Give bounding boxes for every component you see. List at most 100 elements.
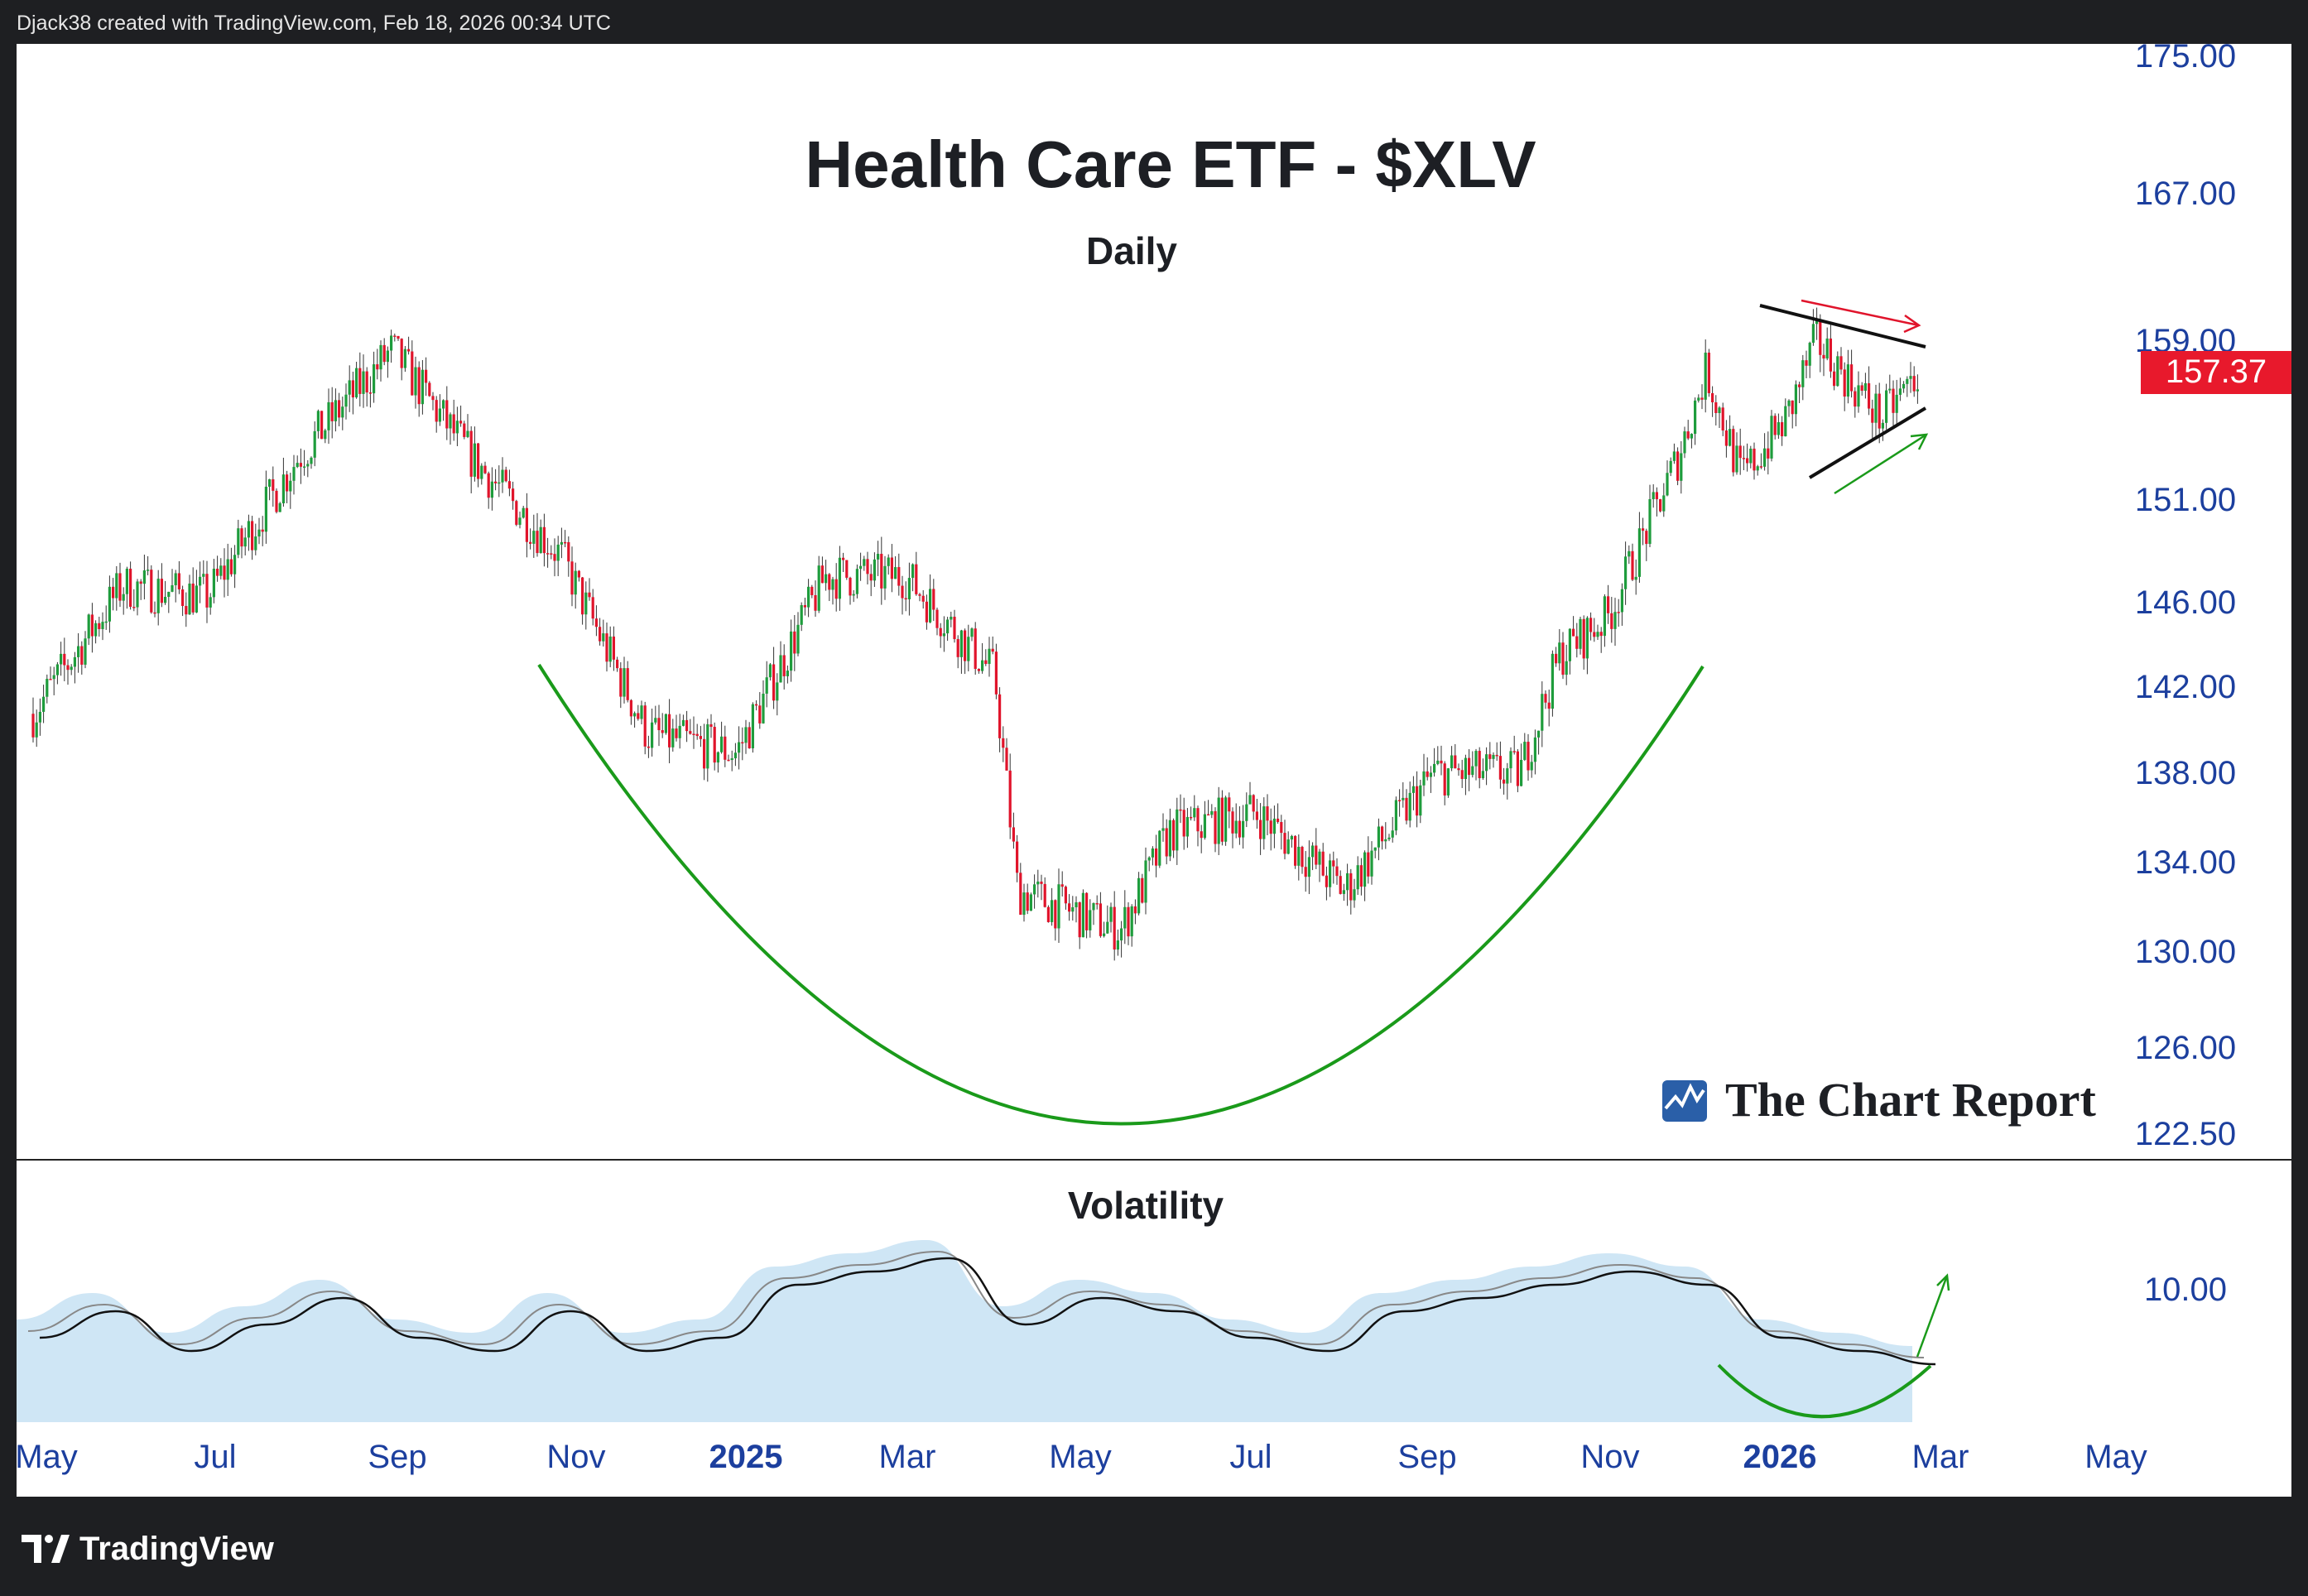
price-axis[interactable]: 175.00167.00159.00151.00146.00142.00138.… [2135, 44, 2236, 1152]
candle-body [1092, 903, 1095, 911]
candle-body [828, 574, 831, 590]
candle-body [1585, 618, 1589, 659]
candle-body [132, 607, 136, 608]
candle-body [706, 723, 709, 769]
candle-body [1133, 906, 1137, 914]
candle-body [842, 557, 845, 560]
candle-body [299, 463, 302, 467]
footer-brand[interactable]: TradingView [22, 1528, 274, 1570]
candle-body [1613, 612, 1617, 629]
candle-body [1210, 810, 1214, 815]
attribution-text: Djack38 created with TradingView.com, Fe… [17, 12, 611, 35]
candle-body [487, 473, 490, 498]
time-axis[interactable]: May Jul Sep Nov 2025 Mar May Jul Sep Nov 2026 Mar Ma… [17, 1439, 2147, 1475]
candle-body [1446, 768, 1450, 796]
tradingview-logo-icon [22, 1535, 70, 1563]
candle-body [671, 728, 675, 748]
candle-body [817, 565, 820, 611]
volatility-average-fast [27, 1250, 1925, 1358]
candle-body [1721, 407, 1724, 430]
candle-body [946, 619, 950, 634]
candle-body [1220, 797, 1224, 842]
candle-body [738, 742, 741, 753]
candle-body [1561, 642, 1565, 675]
candle-body [1485, 754, 1488, 772]
candle-body [1290, 835, 1293, 840]
candle-body [1572, 628, 1575, 637]
candle-body [1078, 902, 1081, 938]
candle-body [428, 382, 431, 397]
candle-body [1064, 887, 1067, 904]
candle-body [1095, 903, 1099, 905]
chart-canvas[interactable]: Health Care ETF - $XLV Daily Volatility … [17, 44, 2291, 1497]
candle-body [425, 369, 428, 383]
time-axis-tick: Nov [546, 1439, 605, 1475]
candle-body [355, 368, 358, 398]
candle-body [310, 457, 313, 464]
candle-body [1718, 407, 1721, 413]
candle-body [1464, 757, 1467, 780]
candle-body [890, 557, 893, 579]
candle-body [1346, 873, 1349, 891]
candle-body [929, 589, 932, 623]
candle-body [104, 621, 108, 623]
candle-body [46, 679, 49, 697]
candle-body [376, 364, 379, 370]
candle-body [1628, 550, 1631, 557]
candle-body [338, 400, 341, 418]
candle-body [1387, 837, 1391, 839]
candle-body [1068, 903, 1071, 912]
candle-body [793, 631, 796, 654]
candle-body [414, 367, 417, 396]
candle-body [1579, 618, 1582, 649]
candle-body [918, 594, 921, 596]
candle-body [1113, 906, 1116, 950]
candle-body [950, 617, 953, 620]
candle-body [327, 401, 330, 430]
candle-body [1123, 906, 1127, 929]
candle-body [1408, 792, 1411, 821]
candle-body [188, 583, 191, 615]
candle-body [1662, 495, 1666, 512]
candle-body [1759, 466, 1762, 468]
candle-body [1624, 556, 1628, 589]
candle-body [755, 704, 758, 706]
candle-body [699, 736, 702, 739]
candle-body [1248, 795, 1252, 805]
volatility-area [17, 1240, 1912, 1422]
candle-body [1356, 865, 1359, 890]
candle-body [1801, 360, 1805, 387]
candle-body [292, 467, 296, 481]
candle-body [633, 713, 637, 717]
price-axis-tick: 167.00 [2135, 175, 2236, 212]
candle-body [1617, 612, 1620, 613]
candle-body [1902, 383, 1906, 389]
candle-body [90, 614, 94, 637]
candle-body [1912, 376, 1916, 392]
candle-body [1363, 852, 1367, 887]
candle-body [118, 573, 122, 601]
candle-body [1742, 458, 1745, 459]
candle-body [762, 693, 765, 723]
candle-body [139, 581, 142, 584]
candle-body [1863, 382, 1867, 392]
candle-body [1495, 754, 1498, 757]
candle-body [223, 565, 226, 580]
candle-body [411, 351, 414, 396]
candle-body [1036, 881, 1040, 885]
candle-body [1498, 756, 1502, 780]
candle-body [977, 669, 980, 671]
candle-body [1182, 810, 1185, 837]
candle-body [786, 671, 789, 676]
candle-body [1370, 850, 1373, 877]
candle-body [1506, 768, 1509, 784]
candle-body [1833, 371, 1836, 387]
candle-body [1680, 453, 1683, 481]
candle-body [199, 576, 202, 586]
candle-body [1269, 820, 1272, 834]
candle-body [932, 589, 935, 610]
candle-body [577, 570, 580, 578]
candle-body [195, 585, 198, 613]
candle-body [643, 705, 647, 747]
candle-body [35, 722, 38, 738]
